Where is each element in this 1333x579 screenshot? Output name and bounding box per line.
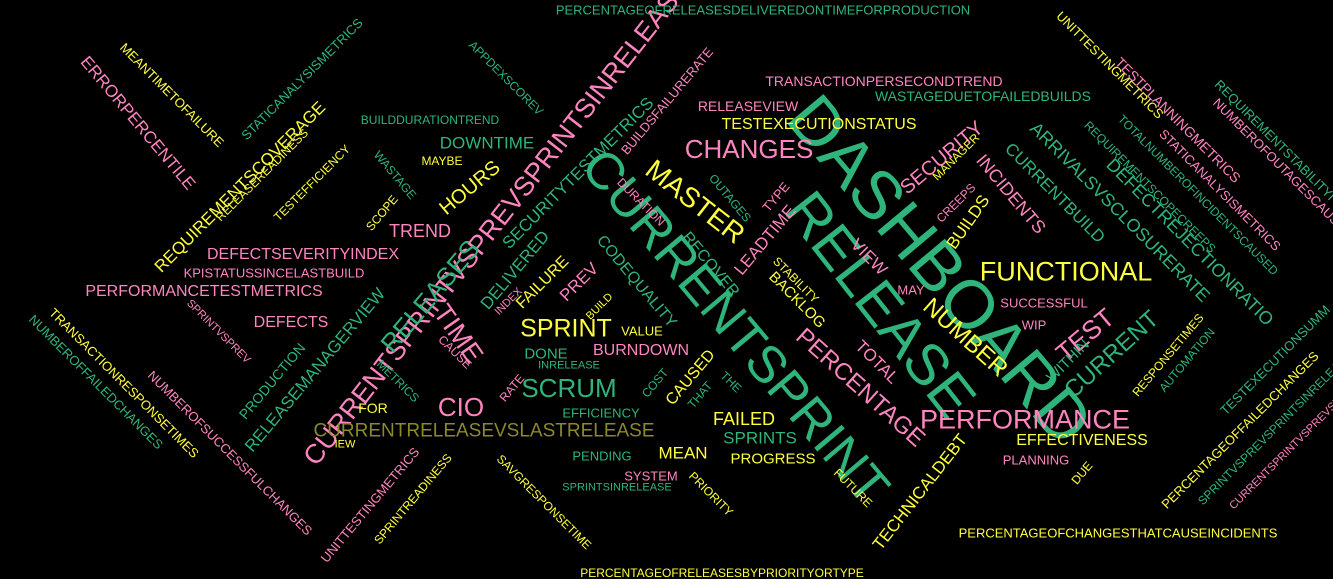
word-failed: FAILED bbox=[712, 409, 776, 429]
word-value: VALUE bbox=[621, 323, 663, 339]
word-successful: SUCCESSFUL bbox=[1000, 295, 1088, 311]
word-scrum: SCRUM bbox=[521, 373, 617, 403]
word-mean: MEAN bbox=[658, 443, 708, 463]
word-iew: IEW bbox=[334, 438, 356, 451]
word-maybe: MAYBE bbox=[421, 154, 463, 168]
word-sprintsinrelease: SPRINTSINRELEASE bbox=[562, 481, 672, 494]
word-percentageofreleasesdeliveredontimeforproduction: PERCENTAGEOFRELEASESDELIVEREDONTIMEFORPR… bbox=[555, 2, 971, 18]
word-technicaldebt: TECHNICALDEBT bbox=[868, 430, 972, 554]
word-appdexscorev: APPDEXSCOREV bbox=[465, 37, 547, 119]
word-cio: CIO bbox=[437, 392, 485, 422]
word-priority: PRIORITY bbox=[686, 469, 736, 519]
word-effectiveness: EFFECTIVENESS bbox=[1016, 432, 1148, 449]
word-savgresponsetime: SAVGRESPONSETIME bbox=[493, 451, 595, 553]
word-performancetestmetrics: PERFORMANCETESTMETRICS bbox=[85, 283, 323, 300]
word-currentreleasevslastrelease: CURRENTRELEASEVSLASTRELEASE bbox=[313, 420, 655, 442]
word-defectseverityindex: DEFECTSEVERITYINDEX bbox=[206, 246, 400, 263]
word-wastageduetofailedbuilds: WASTAGEDUETOFAILEDBUILDS bbox=[874, 88, 1092, 104]
word-pending: PENDING bbox=[572, 448, 632, 464]
word-wip: WIP bbox=[1021, 317, 1047, 333]
word-transactionresponsetimes: TRANSACTIONRESPONSETIMES bbox=[46, 305, 202, 461]
word-testexecutionstatus: TESTEXECUTIONSTATUS bbox=[721, 116, 917, 133]
word-progress: PROGRESS bbox=[730, 450, 816, 468]
word-changes: CHANGES bbox=[684, 134, 814, 164]
word-sprints: SPRINTS bbox=[723, 428, 797, 448]
word-unittestingmetrics-top: UNITTESTINGMETRICS bbox=[1053, 8, 1167, 122]
word-system: SYSTEM bbox=[624, 468, 678, 484]
word-downtime: DOWNTIME bbox=[439, 133, 535, 153]
word-planning: PLANNING bbox=[1002, 452, 1070, 468]
word-sprintvsprev: SPRINTVSPREV bbox=[184, 297, 253, 366]
word-builddurationtrend: BUILDDURATIONTREND bbox=[360, 113, 500, 127]
word-wastage: WASTAGE bbox=[370, 148, 420, 202]
word-releaseview: RELEASEVIEW bbox=[697, 98, 799, 114]
word-sprint: SPRINT bbox=[520, 314, 612, 343]
word-defects: DEFECTS bbox=[253, 314, 329, 331]
word-efficiency: EFFICIENCY bbox=[562, 405, 640, 421]
word-kpistatussincelastbuild: KPISTATUSSINCELASTBUILD bbox=[183, 265, 365, 281]
word-numberoffailedchanges: NUMBEROFFAILEDCHANGES bbox=[25, 311, 167, 453]
word-for: FOR bbox=[358, 400, 388, 416]
word-transactionpersecondtrend: TRANSACTIONPERSECONDTREND bbox=[765, 73, 1003, 89]
word-errorpercentile: ERRORPERCENTILE bbox=[76, 52, 200, 194]
word-trend: TREND bbox=[389, 221, 451, 241]
word-due: DUE bbox=[1068, 458, 1096, 488]
word-functional: FUNCTIONAL bbox=[979, 256, 1153, 287]
word-may: MAY bbox=[897, 282, 925, 298]
word-performance: PERFORMANCE bbox=[919, 404, 1131, 435]
word-percentageofreleasesbypriorityortype: PERCENTAGEOFRELEASESBYPRIORITYORTYPE bbox=[580, 566, 864, 579]
word-done: DONE bbox=[524, 345, 568, 363]
word-burndown: BURNDOWN bbox=[593, 342, 689, 359]
word-percentageofchangesthatcauseincidents: PERCENTAGEOFCHANGESTHATCAUSEINCIDENTS bbox=[958, 525, 1278, 541]
word-inrelease: INRELEASE bbox=[538, 359, 600, 372]
